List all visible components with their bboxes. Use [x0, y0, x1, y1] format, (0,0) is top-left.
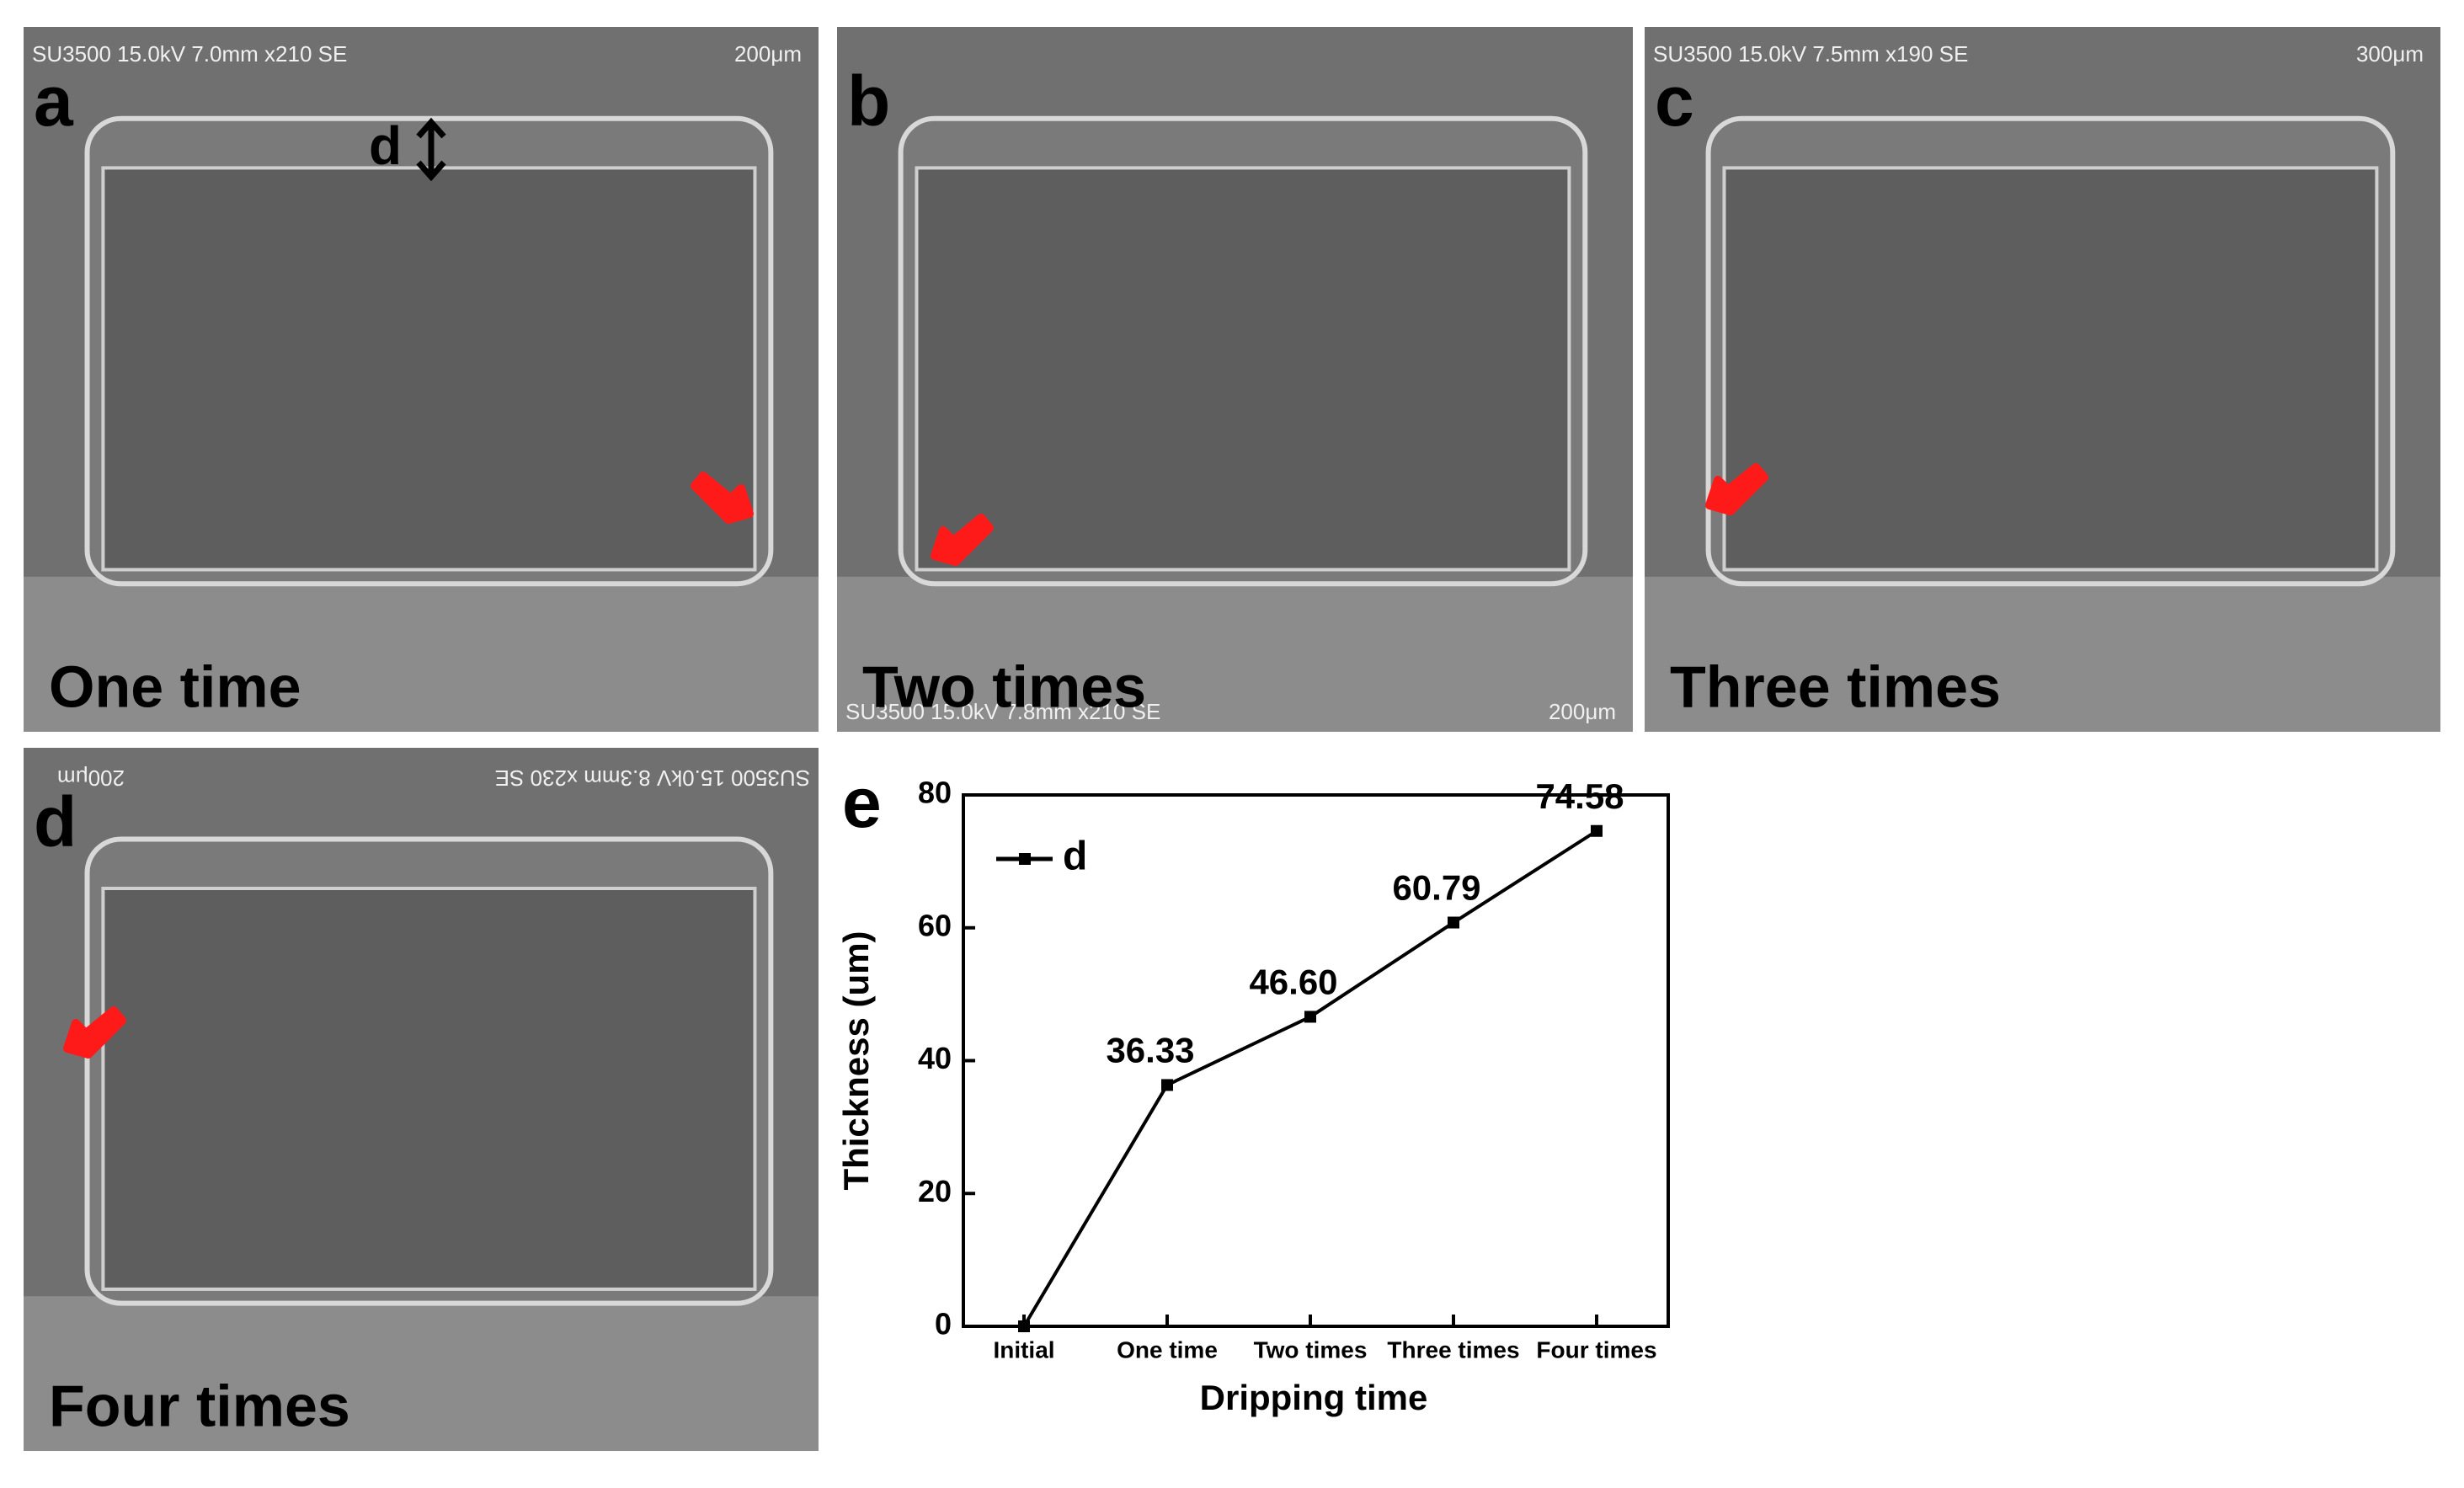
value-label: 60.79 [1392, 868, 1480, 908]
thickness-annotation: d [369, 115, 402, 176]
channel [915, 166, 1571, 572]
x-axis-title: Dripping time [1200, 1378, 1428, 1417]
data-point [1304, 1011, 1316, 1023]
red-arrow [63, 1006, 126, 1059]
red-arrow [931, 514, 994, 566]
substrate [837, 576, 1633, 732]
panel-label: c [1655, 61, 1694, 141]
panel-label: b [847, 61, 890, 141]
data-point [1018, 1320, 1030, 1332]
data-point [1161, 1079, 1173, 1091]
substrate [24, 576, 819, 732]
red-arrow [691, 472, 754, 524]
y-tick-label: 80 [918, 776, 952, 810]
value-label: 46.60 [1249, 963, 1337, 1002]
sem-panel: SU3500 15.0kV 7.0mm x210 SE 200μm a One tim… [24, 27, 819, 732]
substrate [1645, 576, 2440, 732]
sem-scale: 300μm [2356, 41, 2424, 67]
sem-panel: SU3500 15.0kV 7.5mm x190 SE 300μm c Three t… [1645, 27, 2440, 732]
panel-caption: Three times [1670, 653, 2001, 719]
sem-scale: 200μm [734, 41, 802, 67]
substrate [24, 1296, 819, 1451]
double-arrow [416, 117, 446, 182]
x-tick-label: Three times [1387, 1336, 1519, 1363]
panel-caption: One time [49, 653, 301, 719]
sem-scale: 200μm [57, 765, 125, 791]
y-axis-title: Thickness (um) [836, 931, 876, 1190]
panel-caption: Four times [49, 1373, 350, 1438]
series-line [1022, 829, 1598, 1328]
x-tick-label: Four times [1536, 1336, 1656, 1363]
channel [101, 166, 757, 572]
panel-label: a [34, 61, 74, 141]
channel [101, 887, 757, 1291]
legend-marker [1019, 853, 1031, 865]
y-tick-label: 0 [935, 1307, 952, 1341]
sem-info: SU3500 15.0kV 7.5mm x190 SE [1653, 41, 1968, 67]
x-tick-label: Two times [1254, 1336, 1368, 1363]
value-label: 36.33 [1106, 1031, 1194, 1070]
sem-panel: SU3500 15.0kV 7.8mm x210 SE 200μm b Two tim… [837, 27, 1633, 732]
sem-info: SU3500 15.0kV 8.3mm x230 SE [495, 765, 810, 791]
panel-label: d [34, 782, 77, 861]
panel-caption: Two times [862, 653, 1146, 719]
y-tick-label: 40 [918, 1041, 952, 1075]
data-point [1591, 824, 1603, 837]
x-tick-label: One time [1117, 1336, 1218, 1363]
panel-label: e [842, 763, 882, 842]
red-arrow [1705, 463, 1768, 515]
x-tick-label: Initial [993, 1336, 1054, 1363]
y-tick-label: 60 [918, 908, 952, 942]
channel [1722, 166, 2379, 572]
value-label: 74.58 [1535, 776, 1624, 816]
legend-label: d [1063, 835, 1087, 879]
sem-info: SU3500 15.0kV 7.8mm x210 SE [845, 699, 1160, 724]
sem-info: SU3500 15.0kV 7.0mm x210 SE [32, 41, 347, 67]
sem-scale: 200μm [1549, 699, 1616, 724]
y-tick-label: 20 [918, 1174, 952, 1208]
data-point [1448, 916, 1459, 929]
